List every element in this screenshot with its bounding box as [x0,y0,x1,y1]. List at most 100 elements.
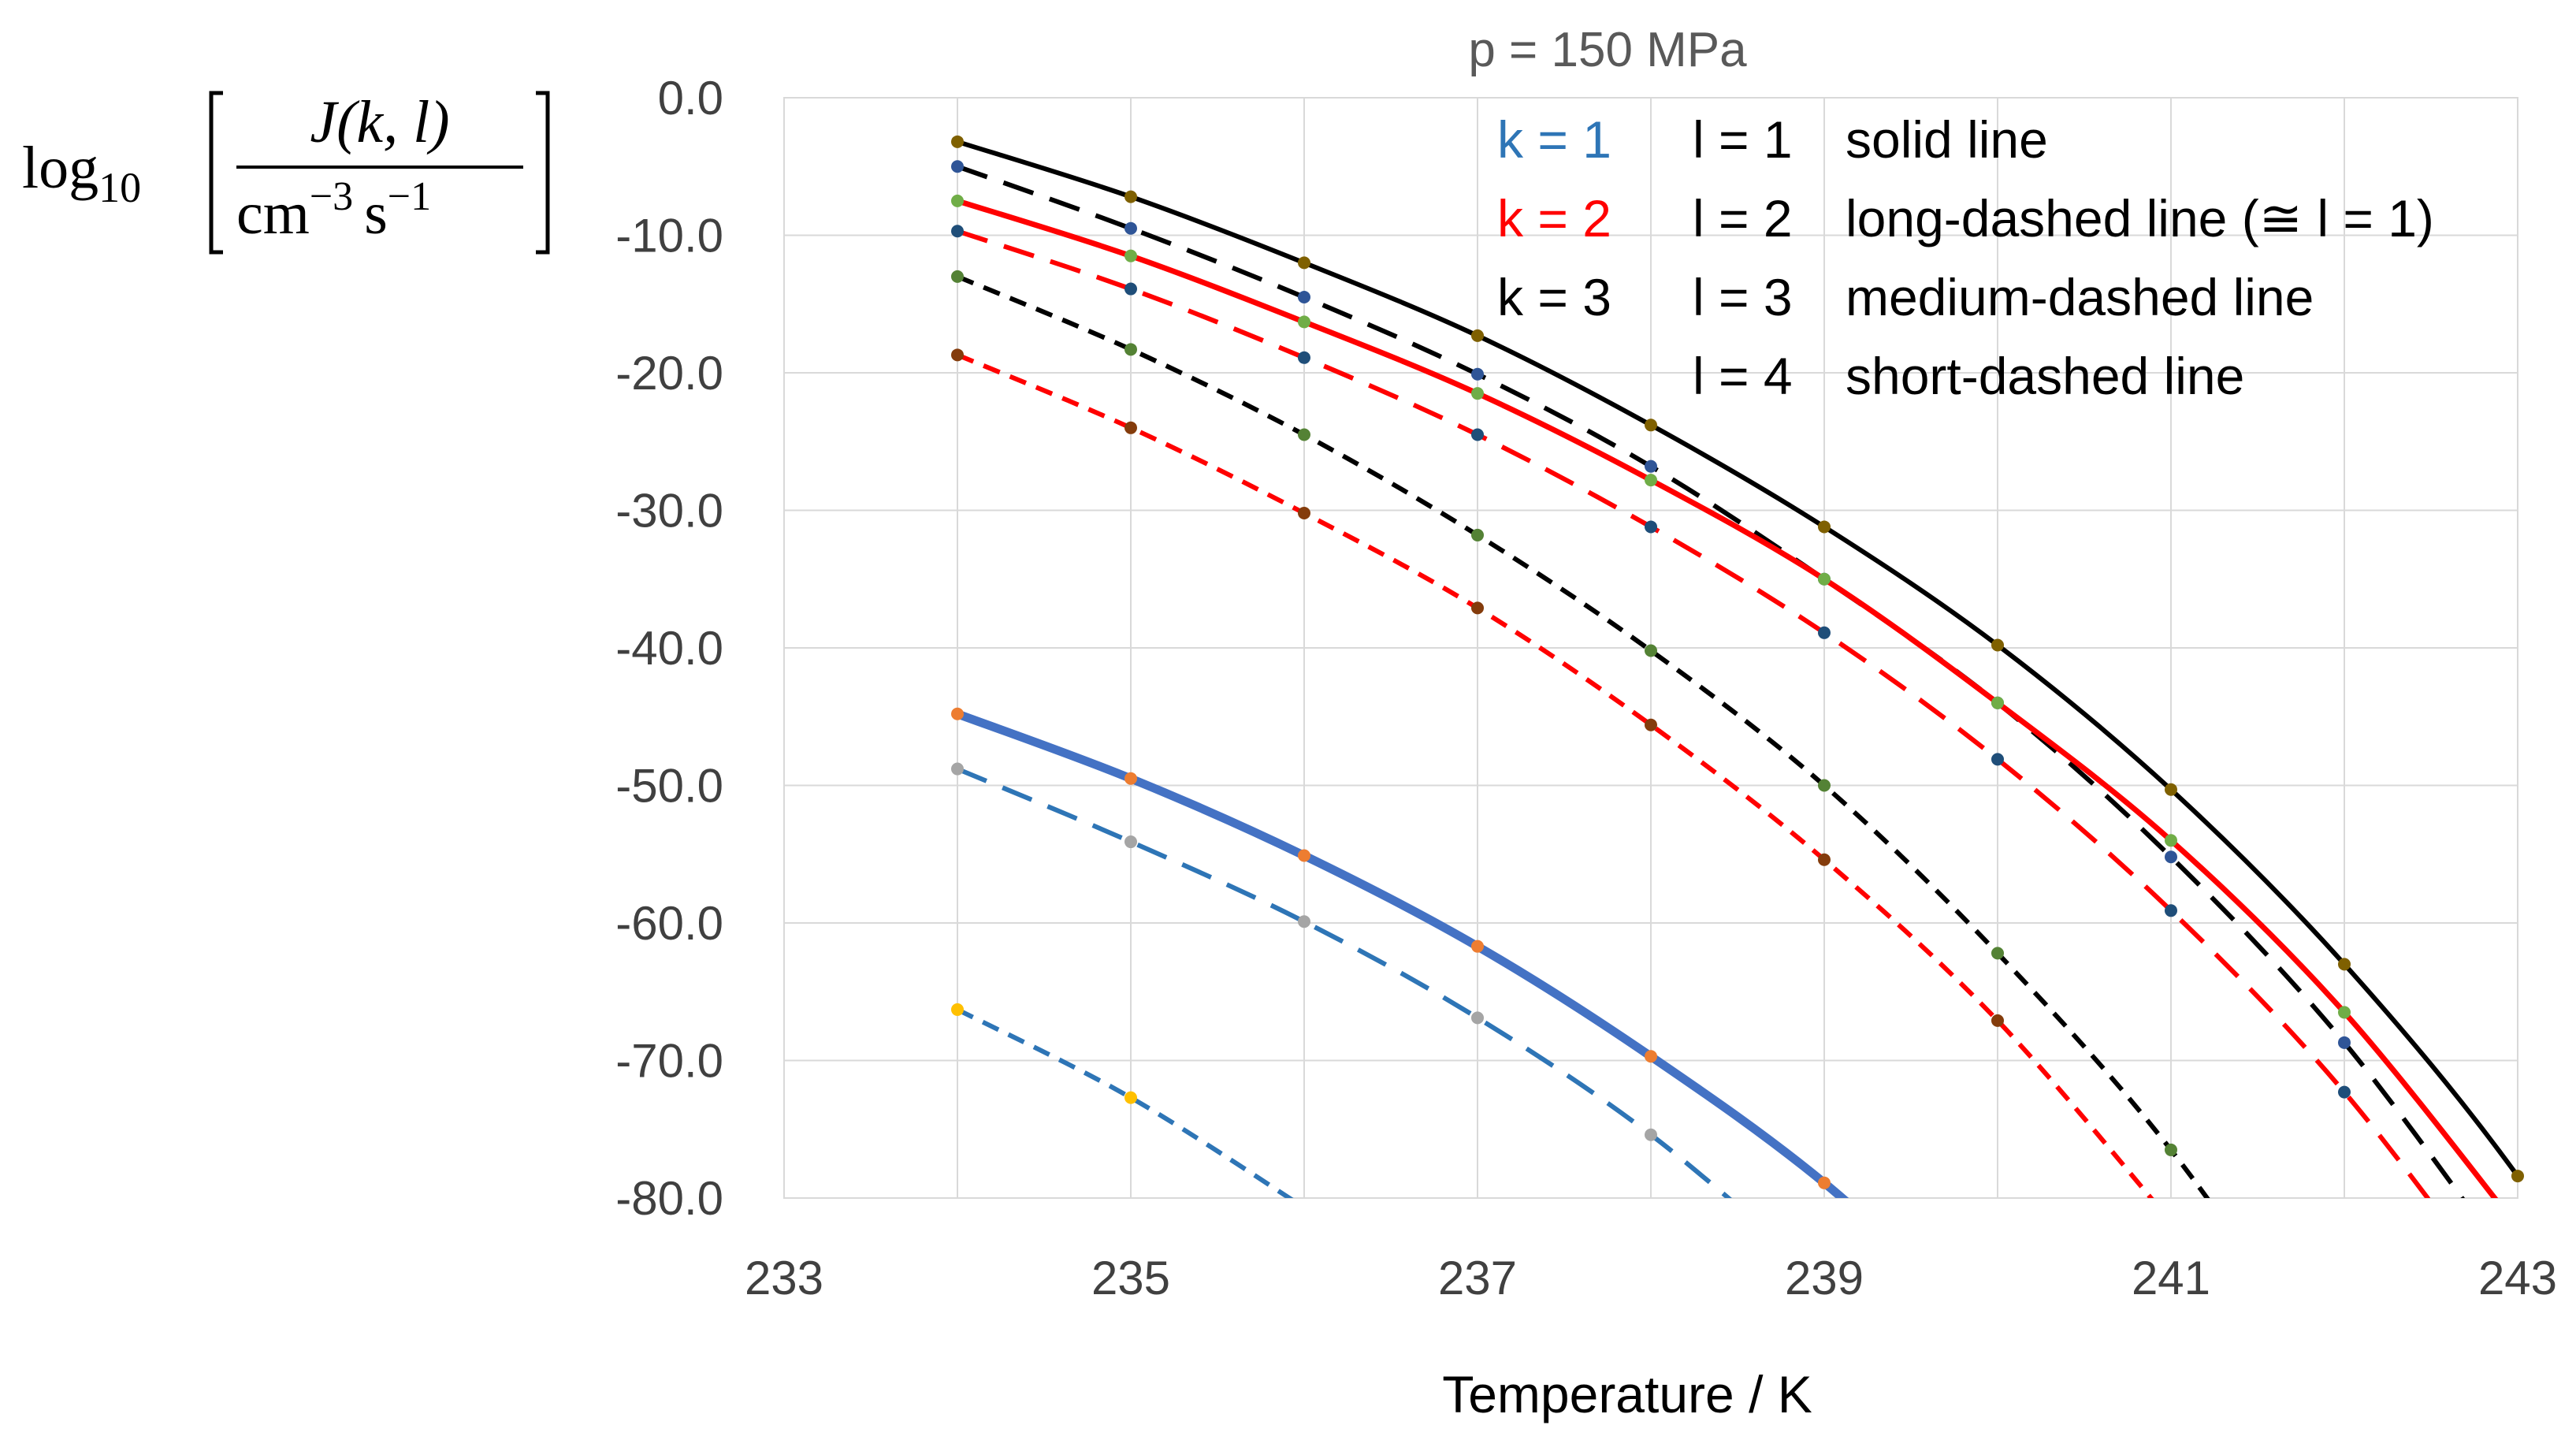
data-point-k3-l2 [951,160,964,173]
data-point-k2-l1 [951,194,964,207]
y-label-left-bracket [209,91,223,255]
y-tick-label: -50.0 [615,760,723,813]
data-point-k2-l1 [1471,387,1484,400]
legend: k = 1 l = 1 solid line k = 2 l = 2 long-dashe… [1497,110,2434,405]
data-point-k3-l3 [1298,428,1310,441]
data-point-k2-l2 [1818,626,1831,639]
data-point-k3-l3 [1645,644,1657,657]
data-point-k1-l1 [1645,1050,1657,1063]
data-point-k2-l3 [1298,506,1310,519]
data-point-k1-l1 [1298,849,1310,862]
series-line-k3-l2 [956,164,2466,1198]
x-tick-label: 241 [2132,1252,2210,1304]
data-point-k1-l3 [951,1003,964,1016]
data-point-k3-l2 [1471,367,1484,381]
data-point-k2-l2 [951,225,964,238]
y-tick-label: -60.0 [615,897,723,950]
chart-title: p = 150 MPa [1468,23,1747,77]
data-point-k3-l3 [1471,528,1484,541]
y-axis-label: log10 J(k, l) cm−3 s−1 [22,89,550,255]
data-point-k3-l3 [951,270,964,283]
data-point-k3-l1 [1645,419,1657,432]
series-line-k2-l2 [957,229,2431,1198]
series-line-k2-l1 [956,198,2499,1198]
series-line-k1-l3 [956,1007,1294,1198]
y-tick-label: -40.0 [615,622,723,675]
marker-layer [951,135,2524,1189]
x-tick-label: 243 [2478,1252,2557,1304]
y-axis-ticks: 0.0 -10.0 -20.0 -30.0 -40.0 -50.0 -60.0 -70.0 -8… [615,72,723,1225]
data-point-k2-l2 [1124,282,1137,296]
data-point-k2-l1 [1298,315,1310,329]
y-label-denominator: cm−3 s−1 [236,174,431,247]
legend-k-label: k = 3 [1497,268,1611,326]
data-point-k2-l2 [1471,428,1484,441]
series-layer [956,139,2518,1198]
legend-l-label: l = 3 [1693,268,1793,326]
data-point-k2-l1 [2165,834,2177,847]
data-point-k2-l1 [1818,572,1831,586]
data-point-k3-l1 [2338,958,2351,971]
data-point-k3-l1 [1991,638,2004,652]
data-point-k1-l1 [1818,1176,1831,1189]
legend-line-style: solid line [1846,110,2048,169]
data-point-k1-l1 [1124,772,1137,785]
data-point-k2-l2 [1645,520,1657,534]
data-point-k3-l2 [2338,1036,2351,1049]
data-point-k2-l2 [2338,1085,2351,1099]
data-point-k3-l1 [951,135,964,148]
data-point-k2-l2 [1298,351,1310,364]
x-axis-label: Temperature / K [1442,1365,1812,1423]
y-tick-label: -10.0 [615,210,723,262]
y-label-right-bracket [536,91,550,255]
legend-line-style: long-dashed line (≅ l = 1) [1846,189,2434,247]
series-line-k2-l3 [956,352,2154,1198]
data-point-k3-l2 [1298,291,1310,304]
x-tick-label: 237 [1438,1252,1517,1304]
legend-line-style: short-dashed line [1846,347,2244,405]
data-point-k3-l1 [2165,783,2177,796]
data-point-k1-l1 [1471,940,1484,953]
data-point-k3-l3 [1818,779,1831,792]
plot-area [783,97,2518,1199]
y-tick-label: 0.0 [658,72,723,125]
data-point-k2-l3 [1124,421,1137,434]
data-point-k3-l1 [1818,520,1831,534]
data-point-k2-l3 [1818,853,1831,866]
data-point-k3-l2 [2165,850,2177,864]
legend-line-style: medium-dashed line [1846,268,2314,326]
data-point-k2-l3 [1645,718,1657,731]
data-point-k2-l3 [1991,1014,2004,1027]
data-point-k2-l3 [951,348,964,362]
legend-k-label: k = 2 [1497,189,1611,247]
series-line-k1-l2 [956,766,1733,1198]
y-tick-label: -70.0 [615,1035,723,1088]
data-point-k2-l1 [1124,249,1137,262]
y-tick-label: -20.0 [615,347,723,400]
data-point-k1-l2 [1645,1128,1657,1141]
data-point-k1-l2 [951,762,964,776]
data-point-k2-l1 [1991,696,2004,709]
data-point-k1-l2 [1298,915,1310,928]
data-point-k3-l3 [2165,1143,2177,1156]
data-point-k3-l2 [1124,221,1137,235]
data-point-k3-l1 [1124,190,1137,203]
x-axis-ticks: 233 235 237 239 241 243 [745,1252,2557,1304]
series-line-k3-l3 [956,274,2210,1198]
data-point-k1-l1 [951,707,964,720]
plot-border [783,97,2518,1199]
series-line-k3-l1 [957,139,2518,1181]
data-point-k3-l1 [2511,1170,2524,1183]
y-tick-label: -80.0 [615,1172,723,1225]
data-point-k3-l1 [1298,256,1310,270]
data-point-k1-l3 [1124,1091,1137,1104]
legend-l-label: l = 4 [1693,347,1793,405]
data-point-k1-l2 [1471,1011,1484,1025]
data-point-k2-l1 [2338,1006,2351,1019]
data-point-k2-l2 [2165,904,2177,917]
y-tick-label: -30.0 [615,485,723,538]
x-tick-label: 235 [1091,1252,1170,1304]
data-point-k2-l2 [1991,753,2004,766]
data-point-k3-l3 [1124,343,1137,356]
data-point-k3-l1 [1471,329,1484,342]
